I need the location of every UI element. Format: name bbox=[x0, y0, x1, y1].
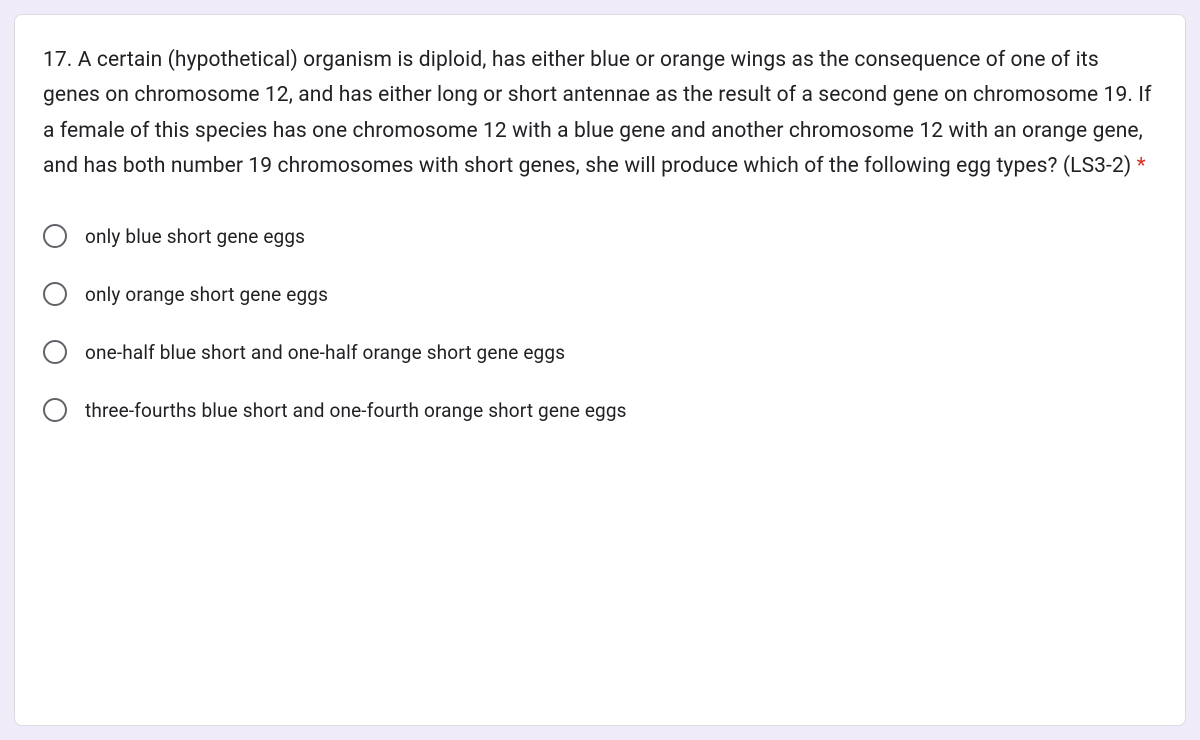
radio-icon[interactable] bbox=[43, 282, 67, 306]
option-label: three-fourths blue short and one-fourth … bbox=[85, 399, 627, 422]
option-row[interactable]: one-half blue short and one-half orange … bbox=[43, 340, 1157, 364]
question-text: 17. A certain (hypothetical) organism is… bbox=[43, 43, 1157, 184]
options-group: only blue short gene eggs only orange sh… bbox=[43, 224, 1157, 422]
required-marker: * bbox=[1131, 154, 1145, 178]
option-row[interactable]: only orange short gene eggs bbox=[43, 282, 1157, 306]
option-label: one-half blue short and one-half orange … bbox=[85, 341, 565, 364]
radio-icon[interactable] bbox=[43, 224, 67, 248]
radio-icon[interactable] bbox=[43, 398, 67, 422]
question-body: 17. A certain (hypothetical) organism is… bbox=[43, 48, 1152, 178]
option-label: only blue short gene eggs bbox=[85, 225, 305, 248]
option-row[interactable]: only blue short gene eggs bbox=[43, 224, 1157, 248]
radio-icon[interactable] bbox=[43, 340, 67, 364]
option-label: only orange short gene eggs bbox=[85, 283, 328, 306]
option-row[interactable]: three-fourths blue short and one-fourth … bbox=[43, 398, 1157, 422]
question-card: 17. A certain (hypothetical) organism is… bbox=[14, 14, 1186, 726]
